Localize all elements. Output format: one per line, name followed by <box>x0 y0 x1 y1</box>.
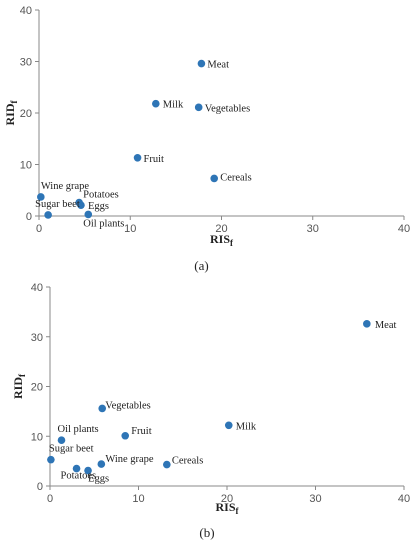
axes-b: 0 10 20 30 40 0 10 20 30 40 RISf RIDf (b) <box>11 282 410 540</box>
point-label: Vegetables <box>205 103 250 114</box>
point-label: Oil plants <box>83 218 124 229</box>
point-label: Potatoes <box>83 190 119 201</box>
x-tick-label: 0 <box>47 493 53 505</box>
points-b <box>47 320 371 475</box>
point-label: Fruit <box>131 426 152 437</box>
y-tick-label: 40 <box>31 282 43 294</box>
point-label: Meat <box>375 320 397 331</box>
scatter-chart-a: 0 10 20 30 40 0 10 20 30 40 RISf RIDf (a) Meat Milk Ve… <box>3 5 410 273</box>
panel-label: (b) <box>199 525 214 540</box>
y-tick-label: 10 <box>31 431 43 443</box>
data-point <box>44 211 52 219</box>
data-point <box>197 59 206 68</box>
data-point <box>194 103 203 112</box>
point-label: Sugar beet <box>35 199 80 210</box>
y-tick-label: 10 <box>20 160 32 172</box>
point-label: Milk <box>236 421 257 432</box>
point-label: Fruit <box>144 154 165 165</box>
point-label: Cereals <box>172 456 204 467</box>
x-tick-label: 40 <box>398 223 410 235</box>
point-label: Milk <box>163 100 184 111</box>
y-tick-label: 0 <box>37 481 43 493</box>
data-point <box>84 210 93 219</box>
point-label: Potatoes <box>61 471 97 482</box>
y-tick-label: 40 <box>20 5 32 17</box>
axes-a: 0 10 20 30 40 0 10 20 30 40 RISf RIDf (a) <box>3 5 410 273</box>
data-point <box>57 436 66 445</box>
point-label: Oil plants <box>58 424 99 435</box>
point-label: Wine grape <box>105 454 154 465</box>
data-point <box>133 154 142 162</box>
data-point <box>152 99 160 108</box>
point-label: Meat <box>207 60 229 71</box>
data-point <box>72 464 81 473</box>
y-tick-label: 30 <box>20 57 32 69</box>
point-label: Eggs <box>88 201 109 212</box>
x-tick-label: 20 <box>215 223 227 235</box>
point-label: Vegetables <box>105 400 150 411</box>
data-point <box>224 421 233 430</box>
data-point <box>47 455 55 464</box>
x-tick-label: 20 <box>221 493 233 505</box>
data-point <box>97 460 106 468</box>
points-a <box>37 59 218 219</box>
data-point <box>163 460 171 469</box>
y-tick-label: 0 <box>26 211 32 223</box>
x-axis-title: RISf <box>210 232 234 248</box>
y-tick-label: 20 <box>31 382 43 394</box>
data-point <box>210 174 218 183</box>
labels-b: Meat Vegetables Milk Fruit Oil plants Sugar b… <box>49 320 397 485</box>
data-point <box>98 404 107 413</box>
y-axis-title: RIDf <box>11 373 27 399</box>
y-tick-label: 30 <box>31 332 43 344</box>
panel-label: (a) <box>194 258 208 273</box>
x-axis-title: RISf <box>215 500 239 516</box>
data-point <box>121 431 130 440</box>
data-point <box>363 320 371 328</box>
x-tick-label: 30 <box>307 223 319 235</box>
data-point <box>37 193 45 201</box>
y-axis-title: RIDf <box>3 99 19 125</box>
x-tick-label: 0 <box>36 223 42 235</box>
point-label: Sugar beet <box>49 444 94 455</box>
data-point <box>84 466 92 475</box>
labels-a: Meat Milk Vegetables Fruit Cereals Wine grape… <box>35 60 252 230</box>
x-tick-label: 10 <box>124 223 136 235</box>
point-label: Wine grape <box>41 181 90 192</box>
scatter-chart-b: 0 10 20 30 40 0 10 20 30 40 RISf RIDf (b) Meat Vegeta… <box>11 282 410 540</box>
x-tick-label: 40 <box>398 493 410 505</box>
x-tick-label: 30 <box>309 493 321 505</box>
y-tick-label: 20 <box>20 108 32 120</box>
x-tick-label: 10 <box>132 493 144 505</box>
point-label: Eggs <box>88 474 109 485</box>
point-label: Cereals <box>220 172 252 183</box>
data-point <box>77 201 85 209</box>
